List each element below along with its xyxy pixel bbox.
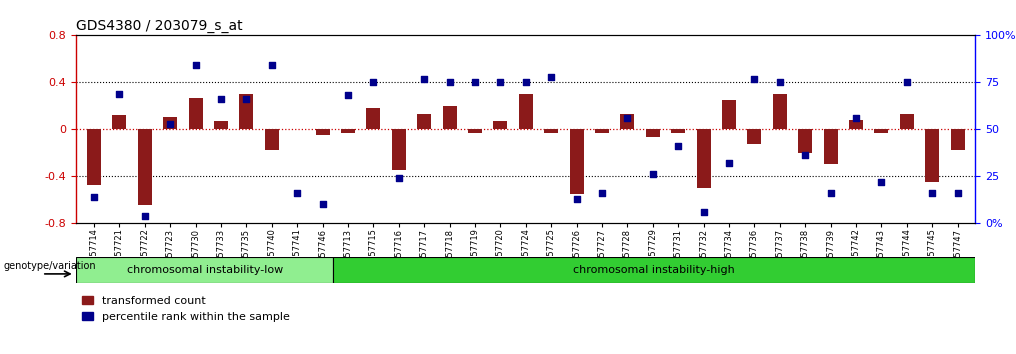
Bar: [418, 114, 431, 129]
Bar: [570, 129, 583, 194]
Bar: [951, 129, 964, 150]
Point: [847, 115, 864, 121]
Point: [187, 63, 203, 68]
Bar: [443, 106, 456, 129]
Point: [568, 196, 584, 201]
Point: [162, 121, 179, 126]
Bar: [265, 129, 278, 150]
Point: [314, 201, 330, 207]
Bar: [773, 94, 786, 129]
Point: [543, 74, 559, 80]
Bar: [316, 129, 329, 135]
Bar: [113, 115, 126, 129]
Bar: [849, 120, 863, 129]
Point: [390, 175, 406, 181]
Point: [671, 143, 687, 149]
Point: [517, 79, 533, 85]
Bar: [189, 98, 202, 129]
Point: [619, 115, 635, 121]
Point: [111, 91, 127, 96]
Point: [746, 76, 762, 81]
Point: [263, 63, 279, 68]
Text: chromosomal instability-high: chromosomal instability-high: [573, 265, 736, 275]
Point: [949, 190, 965, 196]
Point: [898, 79, 914, 85]
Bar: [494, 121, 507, 129]
Point: [492, 79, 508, 85]
Bar: [748, 129, 761, 144]
Point: [85, 194, 102, 200]
Bar: [926, 129, 939, 182]
Bar: [341, 129, 355, 133]
Bar: [799, 129, 812, 153]
Bar: [164, 118, 177, 129]
Bar: [214, 121, 228, 129]
Bar: [76, 257, 333, 283]
Bar: [240, 94, 253, 129]
Bar: [722, 100, 736, 129]
Point: [924, 190, 940, 196]
Point: [695, 209, 711, 215]
Point: [644, 171, 660, 177]
Legend: transformed count, percentile rank within the sample: transformed count, percentile rank withi…: [81, 296, 290, 322]
Text: chromosomal instability-low: chromosomal instability-low: [127, 265, 282, 275]
Bar: [468, 129, 482, 133]
Point: [212, 96, 229, 102]
Bar: [138, 129, 151, 205]
Bar: [545, 129, 558, 133]
Bar: [519, 94, 532, 129]
Point: [593, 190, 610, 196]
Point: [822, 190, 838, 196]
Bar: [697, 129, 710, 188]
Point: [416, 76, 432, 81]
Point: [339, 93, 356, 98]
Point: [238, 96, 254, 102]
Bar: [900, 114, 913, 129]
Bar: [621, 114, 634, 129]
Point: [720, 160, 737, 166]
Bar: [595, 129, 609, 133]
Text: genotype/variation: genotype/variation: [4, 261, 97, 271]
Point: [797, 153, 813, 158]
Bar: [646, 129, 659, 137]
Point: [365, 79, 381, 85]
Bar: [87, 129, 101, 185]
Bar: [333, 257, 975, 283]
Bar: [392, 129, 405, 170]
Point: [771, 79, 787, 85]
Bar: [367, 108, 380, 129]
Bar: [824, 129, 837, 164]
Point: [873, 179, 889, 184]
Point: [289, 190, 305, 196]
Point: [466, 79, 483, 85]
Bar: [875, 129, 888, 133]
Point: [441, 79, 457, 85]
Bar: [672, 129, 685, 133]
Point: [136, 213, 152, 218]
Text: GDS4380 / 203079_s_at: GDS4380 / 203079_s_at: [76, 19, 243, 33]
